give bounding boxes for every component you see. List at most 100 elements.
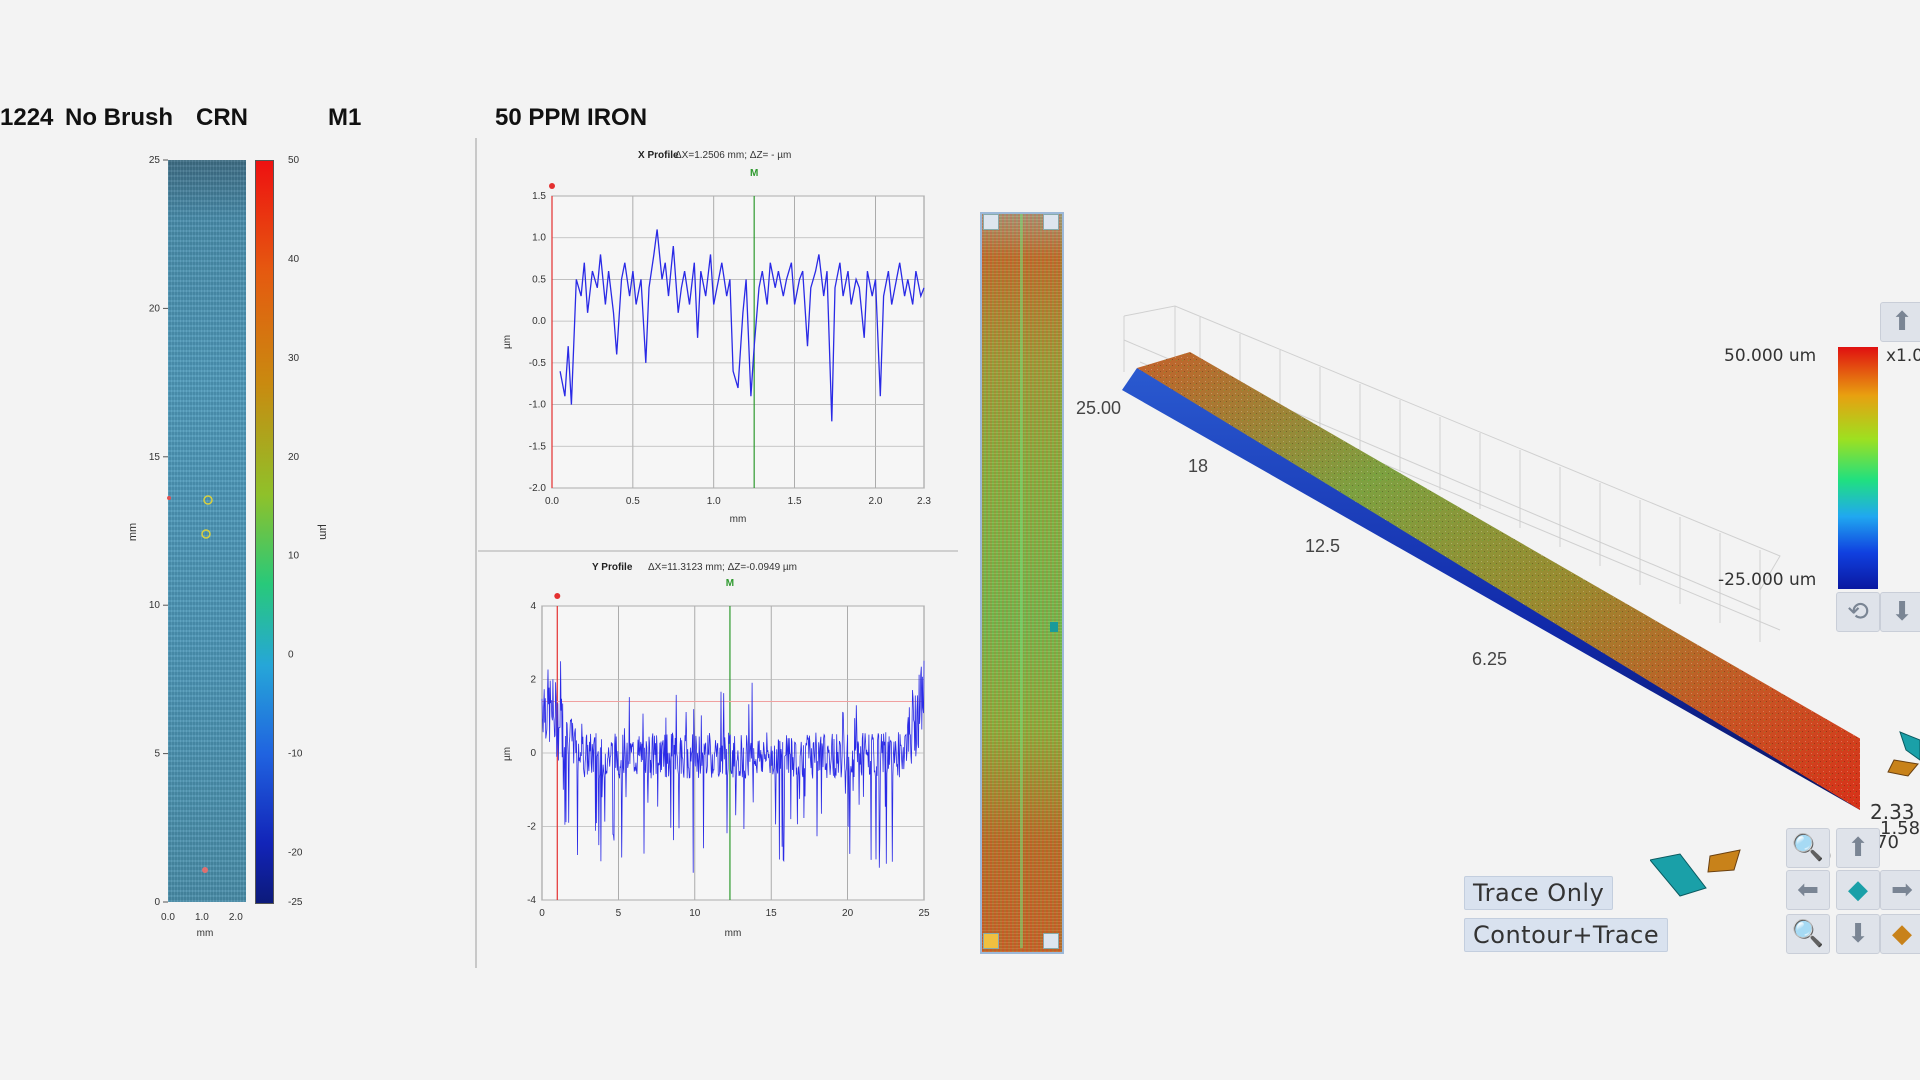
heatmap-marker-3[interactable]: [202, 867, 208, 873]
colorbar-tick-1: 40: [288, 254, 300, 265]
heatmap-marker-2[interactable]: [201, 529, 211, 539]
trace-only-button[interactable]: Trace Only: [1464, 876, 1614, 910]
colorbar-tick-0: 50: [288, 155, 300, 166]
heatmap-ytick-2: 15: [149, 452, 161, 463]
yprof-ytick-4: -4: [527, 895, 536, 906]
orientation-gizmo-icon[interactable]: [1650, 720, 1920, 920]
yprof-xtick-1: 5: [616, 908, 622, 919]
xprof-xtick-3: 1.5: [788, 496, 802, 507]
xprof-ytick-4: -0.5: [529, 358, 547, 369]
xprof-ytick-5: -1.0: [529, 400, 547, 411]
scale-down-button[interactable]: ⬇: [1880, 592, 1920, 632]
cut-label-3: 70: [1876, 832, 1899, 853]
colorbar-tick-4: 10: [288, 551, 300, 562]
yprof-marker-label: M: [726, 578, 734, 589]
y-profile-subtitle: ΔX=11.3123 mm; ΔZ=-0.0949 µm: [648, 562, 797, 573]
sample-id-label: 1224: [0, 104, 54, 131]
y-profile-xlabel: mm: [725, 928, 742, 939]
heatmap-ytick-4: 5: [154, 749, 160, 760]
colorbar-tick-7: -20: [288, 848, 303, 859]
yprof-xtick-5: 25: [918, 908, 930, 919]
pan-left-button[interactable]: ⬅: [1786, 870, 1830, 910]
y-profile-title: Y Profile: [592, 562, 633, 573]
xprof-xtick-2: 1.0: [707, 496, 721, 507]
heatmap-marker-1[interactable]: [203, 495, 213, 505]
colorbar-tick-2: 30: [288, 353, 300, 364]
pan-down-button[interactable]: ⬇: [1836, 914, 1880, 954]
strip-handle-top-right-icon[interactable]: [1043, 214, 1059, 230]
yprof-red-marker-dot[interactable]: [554, 593, 561, 599]
surface-3d-view[interactable]: 25.00 18 12.5 6.25: [1060, 290, 1860, 850]
xprof-xtick-1: 0.5: [626, 496, 640, 507]
heatmap-ylabel: mm: [127, 523, 139, 541]
yprof-ytick-3: -2: [527, 822, 536, 833]
contour-trace-button[interactable]: Contour+Trace: [1464, 918, 1669, 952]
x-profile-xlabel: mm: [730, 514, 747, 525]
xprof-xtick-5: 2.3: [917, 496, 931, 507]
yprof-xtick-4: 20: [842, 908, 854, 919]
x-profile-title: X Profile: [638, 150, 679, 161]
heatmap-xtick-0: 0.0: [161, 912, 175, 923]
x-profile-series-line: [559, 229, 925, 422]
pan-right-button[interactable]: ➡: [1880, 870, 1920, 910]
strip-handle-bottom-left-icon[interactable]: [983, 933, 999, 949]
heatmap-ytick-1: 20: [149, 303, 161, 314]
colorbar-label: µm: [317, 524, 329, 540]
colorbar-min-label: -25.000 um: [1718, 570, 1817, 590]
pan-up-button[interactable]: ⬆: [1836, 828, 1880, 868]
y-profile-ylabel: µm: [502, 747, 513, 761]
zoom-in-button[interactable]: 🔍: [1786, 828, 1830, 868]
y-profile-series-line: [541, 660, 925, 873]
strip-side-marker[interactable]: [1050, 622, 1058, 632]
xprof-xtick-4: 2.0: [869, 496, 883, 507]
surface-colorbar: [1838, 347, 1878, 589]
colorbar-tick-5: 0: [288, 650, 294, 661]
surface-axis-label-4: 6.25: [1472, 649, 1507, 669]
xprof-xtick-0: 0.0: [545, 496, 559, 507]
y-profile-chart: Y Profile ΔX=11.3123 mm; ΔZ=-0.0949 µm 0…: [502, 562, 930, 939]
zoom-out-button[interactable]: 🔍: [1786, 914, 1830, 954]
coating-label: CRN: [196, 104, 248, 131]
panel-divider-vertical: [475, 138, 477, 968]
tilt-button[interactable]: ◆: [1880, 914, 1920, 954]
cut-label-2: 1.58: [1880, 818, 1920, 839]
heatmap-marker-4[interactable]: [167, 496, 171, 500]
xprof-ytick-1: 1.0: [532, 233, 546, 244]
surface-axis-label-2: 18: [1188, 456, 1208, 476]
marker-label: M1: [328, 104, 362, 131]
xprof-red-marker-dot[interactable]: [549, 183, 555, 189]
colorbar-tick-3: 20: [288, 452, 300, 463]
strip-handle-bottom-right-icon[interactable]: [1043, 933, 1059, 949]
xprof-marker-label: M: [750, 168, 758, 179]
xprof-ytick-0: 1.5: [532, 191, 546, 202]
strip-handle-top-left-icon[interactable]: [983, 214, 999, 230]
xprof-ytick-2: 0.5: [532, 274, 546, 285]
xprof-ytick-6: -1.5: [529, 441, 547, 452]
heatmap-colorbar: [255, 160, 274, 904]
xprof-ytick-7: -2.0: [529, 483, 547, 494]
heatmap-xlabel: mm: [197, 928, 214, 939]
x-profile-chart: X Profile ΔX=1.2506 mm; ΔZ= - µm 0.0 0.5 1…: [502, 150, 931, 525]
heatmap-ytick-3: 10: [149, 600, 161, 611]
iron-label: 50 PPM IRON: [495, 104, 648, 131]
yprof-xtick-2: 10: [689, 908, 701, 919]
reset-view-button[interactable]: ⟲: [1836, 592, 1880, 632]
colorbar-max-label: 50.000 um: [1724, 346, 1817, 366]
surface-axis-label-3: 12.5: [1305, 536, 1340, 556]
colorbar-tick-8: -25: [288, 897, 303, 908]
surface-side-face: [1122, 368, 1860, 810]
cut-label-1: 2.33: [1870, 800, 1915, 824]
x-profile-ylabel: µm: [502, 335, 513, 349]
yprof-ytick-2: 0: [530, 748, 536, 759]
heatmap-image: [168, 160, 246, 902]
yprof-ytick-0: 4: [530, 601, 536, 612]
heatmap-xtick-1: 1.0: [195, 912, 209, 923]
colorbar-tick-6: -10: [288, 749, 303, 760]
rotate-button[interactable]: ◆: [1836, 870, 1880, 910]
heatmap-xtick-2: 2.0: [229, 912, 243, 923]
scale-up-button[interactable]: ⬆: [1880, 302, 1920, 342]
heatmap-ytick-0: 25: [149, 155, 161, 166]
yprof-xtick-3: 15: [766, 908, 778, 919]
yprof-ytick-1: 2: [530, 675, 536, 686]
